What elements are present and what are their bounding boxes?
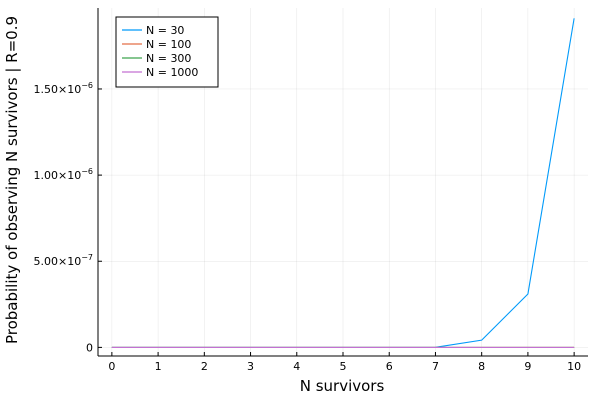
y-tick-label: 5.00×10−7 — [33, 253, 93, 268]
x-tick-label: 7 — [432, 360, 439, 373]
x-tick-label: 8 — [478, 360, 485, 373]
x-tick-label: 5 — [340, 360, 347, 373]
y-tick-label: 1.00×10−6 — [33, 167, 93, 182]
x-tick-label: 10 — [567, 360, 581, 373]
y-tick-label: 1.50×10−6 — [33, 81, 93, 96]
series-layer — [111, 18, 575, 348]
x-tick-label: 9 — [524, 360, 531, 373]
legend-label: N = 1000 — [146, 66, 198, 79]
x-tick-label: 4 — [293, 360, 300, 373]
x-tick-label: 2 — [201, 360, 208, 373]
y-ticks: 0 5.00×10−7 1.00×10−6 1.50×10−6 — [33, 81, 102, 354]
x-tick-label: 0 — [108, 360, 115, 373]
legend-box — [115, 16, 219, 88]
legend-label: N = 30 — [146, 24, 184, 37]
x-ticks: 0 1 2 3 4 5 6 7 8 9 10 — [108, 352, 581, 373]
x-tick-label: 1 — [155, 360, 162, 373]
y-axis-title: Probability of observing N survivors | R… — [3, 16, 21, 344]
x-tick-label: 3 — [247, 360, 254, 373]
x-axis-title: N survivors — [300, 377, 385, 395]
legend-label: N = 100 — [146, 38, 191, 51]
y-tick-label: 0 — [86, 341, 93, 354]
legend-label: N = 300 — [146, 52, 191, 65]
x-tick-label: 6 — [386, 360, 393, 373]
